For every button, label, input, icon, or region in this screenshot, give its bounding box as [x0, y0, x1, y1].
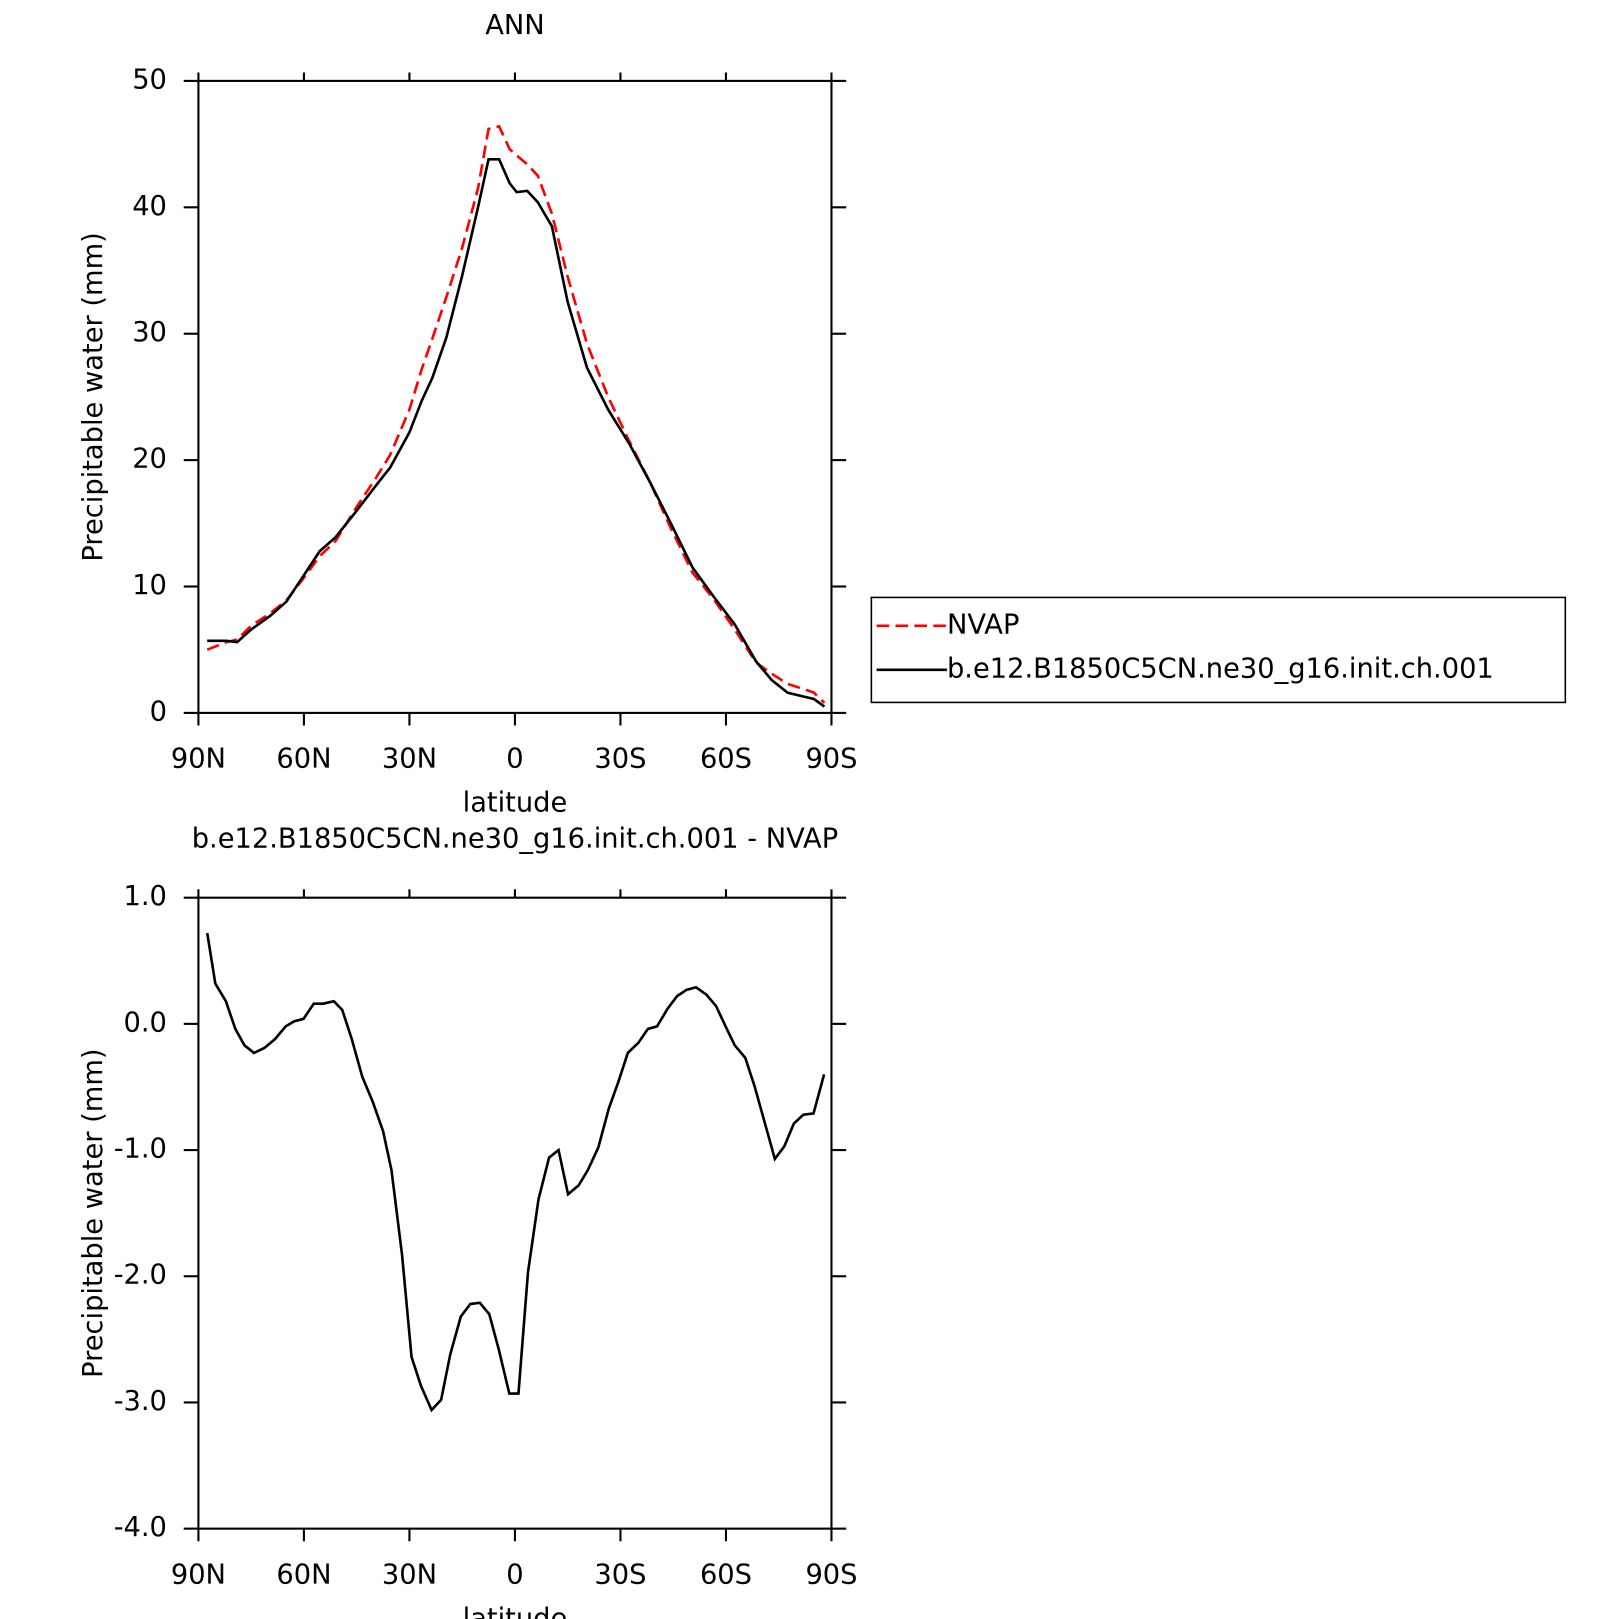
x-tick-label: 30S: [594, 744, 646, 775]
legend-label: b.e12.B1850C5CN.ne30_g16.init.ch.001: [947, 653, 1494, 684]
x-tick-label: 90N: [171, 1559, 226, 1590]
legend-label: NVAP: [947, 609, 1019, 640]
plot-frame: [197, 896, 833, 1530]
y-tick-label: 20: [132, 444, 167, 475]
y-tick-label: -3.0: [114, 1386, 167, 1417]
x-tick-label: 90N: [171, 744, 226, 775]
y-tick-label: 30: [132, 317, 167, 348]
x-tick-label: 60N: [276, 1559, 331, 1590]
x-axis-label: latitude: [463, 1603, 568, 1619]
x-tick-label: 0: [506, 1559, 523, 1590]
y-tick-label: 0.0: [124, 1007, 167, 1038]
data-line: [207, 157, 826, 708]
x-tick-label: 60S: [700, 1559, 752, 1590]
x-tick-label: 90S: [805, 1559, 857, 1590]
x-axis-label: latitude: [463, 788, 568, 819]
x-tick-label: 90S: [805, 744, 857, 775]
y-tick-label: -1.0: [114, 1134, 167, 1165]
chart-title: ANN: [485, 10, 544, 41]
x-tick-label: 30N: [382, 744, 437, 775]
y-tick-label: 10: [132, 570, 167, 601]
y-tick-label: 0: [150, 696, 167, 727]
y-tick-label: -2.0: [114, 1260, 167, 1291]
x-tick-label: 30S: [594, 1559, 646, 1590]
data-line: [205, 932, 826, 1413]
legend-box: [870, 596, 1567, 704]
data-line: [206, 124, 826, 704]
plot-frame: [197, 79, 833, 714]
x-tick-label: 30N: [382, 1559, 437, 1590]
x-tick-label: 60N: [276, 744, 331, 775]
y-axis-label: Precipitable water (mm): [78, 232, 109, 561]
y-tick-label: 40: [132, 191, 167, 222]
x-tick-label: 0: [506, 744, 523, 775]
y-tick-label: 1.0: [124, 881, 167, 912]
x-tick-label: 60S: [700, 744, 752, 775]
y-tick-label: 50: [132, 64, 167, 95]
y-tick-label: -4.0: [114, 1512, 167, 1543]
chart-title: b.e12.B1850C5CN.ne30_g16.init.ch.001 - N…: [192, 823, 838, 854]
y-axis-label: Precipitable water (mm): [78, 1048, 109, 1377]
